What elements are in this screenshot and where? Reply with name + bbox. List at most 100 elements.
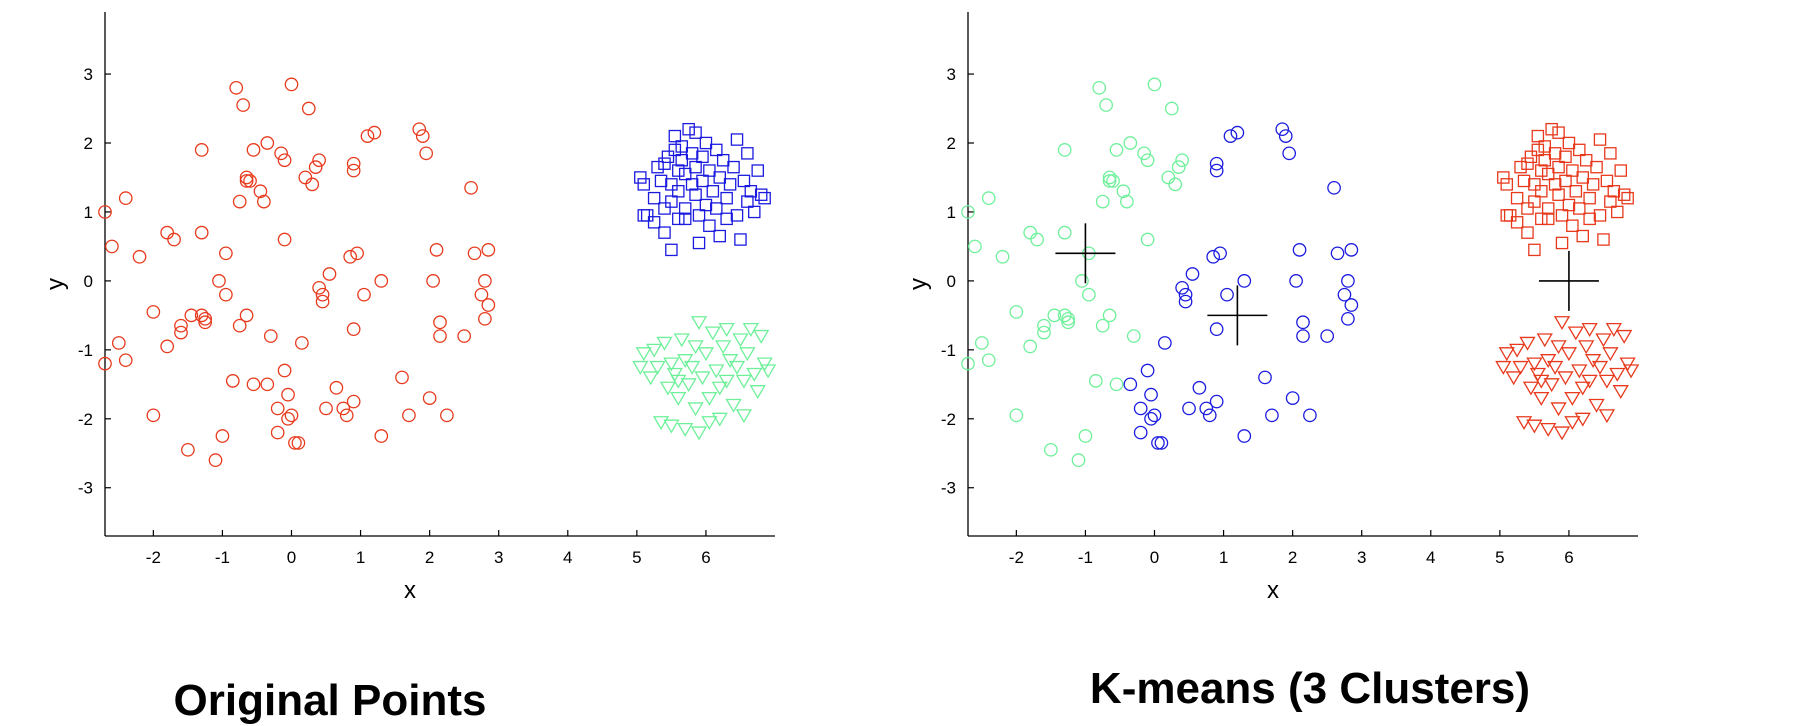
data-point-square: [689, 160, 702, 174]
y-tick-label: -1: [78, 341, 93, 360]
data-point-circle: [198, 315, 213, 330]
data-point-circle: [239, 308, 254, 323]
data-point-triangle: [1598, 374, 1616, 389]
data-point-triangle: [725, 398, 742, 413]
data-point-circle: [1109, 143, 1124, 157]
data-point-square: [1531, 143, 1545, 157]
data-point-circle: [1120, 194, 1134, 209]
data-point-square: [1573, 202, 1586, 215]
data-point-circle: [395, 370, 409, 385]
data-point-square: [1579, 153, 1593, 167]
data-point-triangle: [759, 364, 777, 379]
data-point-square: [751, 164, 764, 177]
data-point-circle: [1095, 194, 1110, 209]
data-point-circle: [1341, 274, 1355, 288]
data-point-circle: [1133, 401, 1148, 416]
data-point-circle: [481, 243, 496, 257]
data-point-square: [1541, 167, 1555, 181]
data-point-circle: [243, 174, 257, 188]
data-point-circle: [1213, 246, 1227, 261]
data-point-circle: [478, 311, 492, 326]
x-tick-label: 1: [356, 548, 365, 567]
data-point-triangle: [753, 329, 770, 344]
data-point-triangle: [1588, 398, 1605, 413]
data-point-square: [1611, 205, 1624, 219]
data-point-circle: [433, 315, 447, 330]
data-point-triangle: [1581, 374, 1598, 389]
x-axis-label: x: [404, 577, 416, 604]
centroid-marker: [1538, 250, 1599, 311]
data-point-circle: [1106, 174, 1120, 188]
y-tick-label: -2: [78, 410, 93, 429]
data-point-circle: [194, 143, 209, 157]
data-point-circle: [1171, 160, 1186, 174]
data-point-circle: [1175, 153, 1189, 168]
data-point-circle: [1206, 249, 1221, 264]
data-point-circle: [229, 80, 244, 95]
data-point-square: [1607, 185, 1621, 198]
data-point-circle: [1158, 336, 1172, 350]
data-point-circle: [274, 146, 288, 161]
data-point-triangle: [746, 367, 763, 382]
data-point-circle: [1320, 329, 1335, 343]
data-point-circle: [111, 336, 126, 350]
data-point-square: [675, 153, 689, 167]
data-point-triangle: [756, 357, 773, 372]
data-point-circle: [181, 442, 195, 457]
data-point-triangle: [1505, 371, 1522, 386]
data-point-circle: [1209, 394, 1224, 409]
data-point-circle: [464, 180, 478, 195]
data-point-triangle: [1553, 426, 1571, 441]
data-point-circle: [1237, 274, 1252, 288]
data-point-circle: [346, 394, 361, 409]
data-point-circle: [1037, 325, 1051, 340]
data-point-circle: [1223, 129, 1238, 143]
x-tick-label: -1: [215, 548, 230, 567]
data-point-triangle: [677, 354, 694, 368]
x-tick-label: 4: [1426, 548, 1435, 567]
data-point-triangle: [670, 374, 687, 389]
data-point-square: [741, 195, 754, 208]
data-point-circle: [1285, 391, 1300, 405]
data-point-triangle: [704, 326, 721, 341]
data-point-square: [730, 209, 744, 222]
data-point-circle: [1123, 377, 1138, 392]
data-point-triangle: [1533, 391, 1550, 406]
data-point-triangle: [1526, 357, 1543, 372]
data-point-circle: [146, 305, 161, 319]
data-point-circle: [1296, 315, 1310, 330]
data-point-circle: [422, 391, 437, 405]
data-point-square: [1593, 209, 1607, 222]
data-point-square: [1541, 202, 1555, 215]
data-point-square: [703, 219, 716, 232]
data-point-triangle: [649, 360, 666, 375]
data-point-circle: [1099, 98, 1113, 112]
data-point-square: [1552, 160, 1565, 174]
data-point-square: [658, 226, 671, 239]
data-point-circle: [236, 98, 250, 112]
data-point-triangle: [687, 340, 704, 355]
data-point-triangle: [742, 323, 759, 337]
data-point-triangle: [701, 391, 718, 406]
data-point-square: [1617, 188, 1631, 201]
data-point-triangle: [728, 360, 746, 375]
data-point-circle: [1154, 436, 1169, 450]
data-point-square: [1524, 150, 1538, 164]
data-point-circle: [1199, 401, 1214, 416]
data-point-square: [685, 147, 699, 160]
data-point-square: [637, 209, 651, 222]
data-point-circle: [208, 453, 223, 468]
data-point-circle: [260, 377, 275, 392]
data-point-circle: [1278, 129, 1293, 143]
data-point-square: [1604, 147, 1617, 160]
y-tick-label: 1: [947, 203, 956, 222]
data-point-circle: [1344, 298, 1359, 312]
data-point-triangle: [694, 371, 711, 386]
data-point-square: [1593, 133, 1607, 146]
data-point-circle: [277, 153, 292, 168]
data-point-circle: [343, 249, 358, 264]
data-point-square: [696, 150, 709, 164]
data-point-square: [682, 122, 695, 136]
data-point-square: [713, 171, 726, 184]
data-point-triangle: [1602, 347, 1619, 362]
